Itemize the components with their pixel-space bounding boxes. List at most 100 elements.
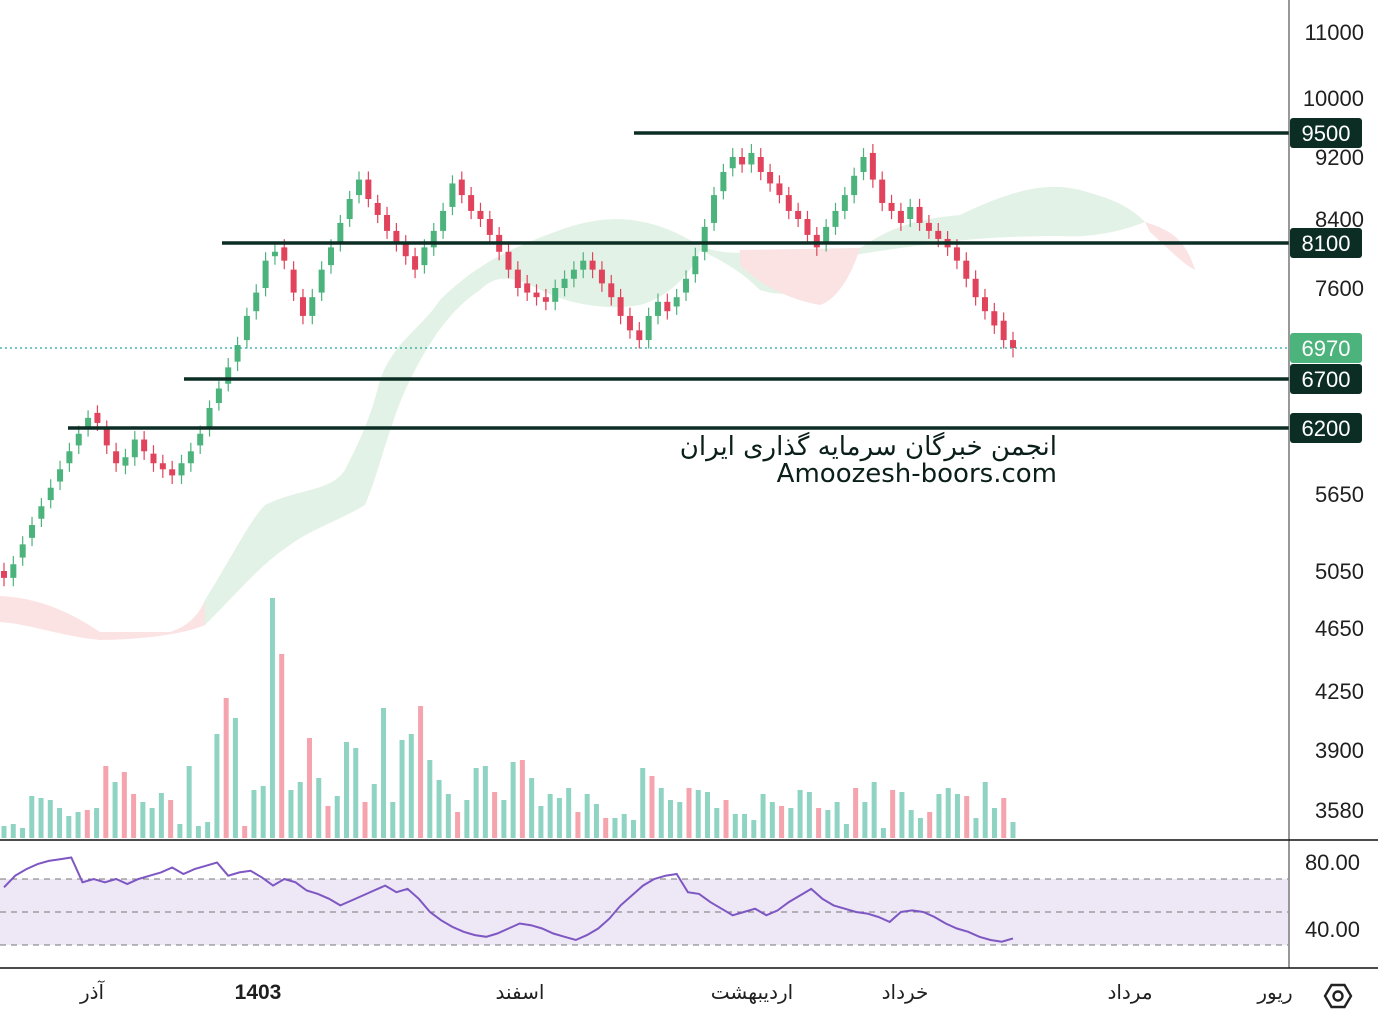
volume-bar: [223, 698, 229, 838]
volume-bar: [186, 766, 192, 838]
volume-bar: [103, 766, 109, 838]
volume-bar: [936, 794, 942, 838]
volume-bar: [575, 812, 581, 838]
volume-bar: [288, 790, 294, 838]
candle-body: [916, 206, 923, 223]
gear-hex-icon[interactable]: [1323, 983, 1353, 1009]
volume-bar: [603, 818, 609, 838]
volume-bar: [982, 782, 988, 838]
candle-body: [271, 251, 278, 257]
time-tick-label: ریور: [1256, 980, 1292, 1004]
candle-body: [683, 278, 690, 293]
volume-bar: [195, 826, 201, 838]
candle-body: [178, 463, 185, 476]
price-tick-label: 7600: [1315, 276, 1364, 301]
candle-body: [589, 260, 596, 270]
volume-bar: [408, 734, 414, 838]
candle-body: [851, 175, 858, 196]
time-tick-label: 1403: [235, 981, 282, 1004]
volume-bar: [751, 820, 757, 838]
volume-bar: [66, 816, 72, 838]
volume-bar: [880, 828, 886, 838]
time-axis[interactable]: آذر 1403 اسفند اردیبهشت خرداد مرداد ریور: [79, 979, 1293, 1004]
rsi-axis: 80.00 40.00: [1305, 850, 1360, 942]
volume-bar: [584, 794, 590, 838]
volume-bar: [806, 792, 812, 838]
volume-bar: [899, 792, 905, 838]
candle-body: [570, 269, 577, 279]
volume-bar: [658, 788, 664, 838]
candle-body: [57, 469, 64, 482]
volume-bar: [232, 718, 238, 838]
volume-bar: [788, 808, 794, 838]
last-price-label: 6970: [1302, 336, 1351, 361]
volume-bar: [492, 792, 498, 838]
price-tick-label: 5650: [1315, 482, 1364, 507]
candle-body: [533, 292, 540, 298]
volume-bar: [112, 782, 118, 838]
candle-body: [327, 247, 334, 266]
price-tick-label: 4250: [1315, 679, 1364, 704]
candle-body: [309, 297, 316, 316]
level-badge: [1290, 413, 1362, 443]
volume-bar: [140, 802, 146, 838]
candle-body: [346, 199, 353, 219]
ichimoku-cloud: [0, 186, 1195, 640]
candle-body: [767, 171, 774, 184]
volume-bar: [954, 794, 960, 838]
candle-body: [972, 278, 979, 298]
cloud-red: [0, 596, 205, 640]
volume-bar: [29, 796, 35, 838]
volume-bar: [779, 806, 785, 838]
volume-bar: [10, 824, 16, 838]
candle-body: [823, 226, 830, 243]
candle-body: [514, 269, 521, 288]
candle-body: [384, 214, 391, 231]
level-badge-label: 9500: [1302, 121, 1351, 146]
volume-bar: [667, 800, 673, 838]
candle-body: [38, 506, 45, 519]
candle-body: [841, 195, 848, 211]
candle-body: [776, 183, 783, 196]
candle-body: [234, 345, 241, 362]
candle-body: [430, 230, 437, 248]
candle-body: [869, 152, 876, 180]
volume-bar: [714, 808, 720, 838]
candle-body: [1010, 340, 1016, 348]
candle-body: [197, 433, 204, 446]
volume-bar: [427, 760, 433, 838]
candle-body: [122, 457, 129, 466]
volume-bar: [1, 826, 7, 838]
volume-bar: [927, 812, 933, 838]
candle-body: [393, 230, 400, 243]
candle-body: [10, 564, 17, 578]
price-axis[interactable]: 11000 10000 9200 8400 7600 5650 5050 4650 4250 39…: [1303, 20, 1364, 823]
candle-body: [673, 297, 680, 307]
watermark-title: انجمن خبرگان سرمایه گذاری ایران: [680, 431, 1057, 462]
candle-body: [1, 571, 7, 578]
volume-bar: [445, 794, 451, 838]
volume-bar: [84, 810, 90, 838]
candle-body: [468, 195, 475, 211]
volume-bar: [20, 828, 26, 838]
rsi-pane: [0, 856, 1288, 946]
volume-bar: [38, 798, 44, 838]
volume-bar: [529, 778, 535, 838]
candle-body: [739, 157, 746, 165]
level-badge-label: 8100: [1302, 231, 1351, 256]
volume-bar: [908, 810, 914, 838]
price-tick-label: 10000: [1303, 86, 1364, 111]
candle-body: [150, 453, 157, 464]
level-badge: [1290, 118, 1362, 148]
volume-bar: [168, 800, 174, 838]
candle-body: [897, 210, 904, 223]
candle-body: [290, 269, 297, 293]
volume-bar: [843, 824, 849, 838]
candle-body: [692, 256, 699, 275]
volume-bar: [834, 802, 840, 838]
volume-bar: [205, 822, 211, 838]
volume-bar: [464, 800, 470, 838]
volume-bar: [297, 782, 303, 838]
volume-bar: [538, 806, 544, 838]
